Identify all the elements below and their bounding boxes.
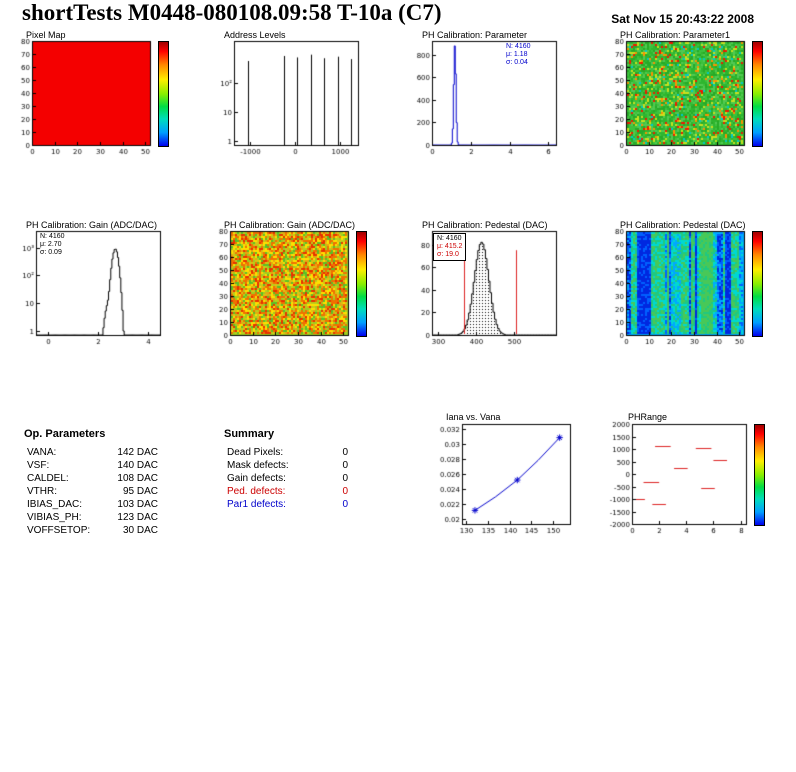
stat-line: μ: 415.2	[437, 243, 463, 250]
chart-title: PH Calibration: Pedestal (DAC)	[422, 220, 548, 230]
colorbar	[356, 231, 367, 337]
chart-title: Pixel Map	[26, 30, 66, 40]
stat-line: N: 4160	[506, 43, 531, 50]
ph-parameter-plot	[406, 28, 596, 168]
pad-gain-map: PH Calibration: Gain (ADC/DAC)	[208, 218, 398, 383]
op-parameter-label: VTHR:	[27, 486, 57, 497]
timestamp: Sat Nov 15 20:43:22 2008	[611, 12, 754, 26]
op-parameter-row: CALDEL: 108 DAC	[24, 472, 158, 485]
gain-map-plot	[208, 218, 398, 358]
summary-value: 0	[342, 486, 348, 497]
pixel-map-plot	[10, 28, 200, 168]
summary-label: Par1 defects:	[227, 499, 286, 510]
summary-block: Summary Dead Pixels: 0 Mask defects: 0 Gai…	[224, 428, 348, 511]
chart-title: PHRange	[628, 412, 668, 422]
op-parameter-row: VSF: 140 DAC	[24, 459, 158, 472]
pad-phrange: PHRange	[608, 410, 794, 545]
summary-label: Mask defects:	[227, 460, 289, 471]
op-parameter-value: 95 DAC	[122, 486, 158, 497]
pedestal-map-plot	[604, 218, 794, 358]
summary-row: Par1 defects: 0	[224, 498, 348, 511]
summary-value: 0	[342, 473, 348, 484]
colorbar	[752, 41, 763, 147]
colorbar	[752, 231, 763, 337]
pad-gain-hist: PH Calibration: Gain (ADC/DAC) N: 4160 μ…	[10, 218, 200, 383]
pad-ph-parameter1-map: PH Calibration: Parameter1	[604, 28, 794, 193]
op-parameter-row: IBIAS_DAC: 103 DAC	[24, 498, 158, 511]
stat-line: N: 4160	[40, 233, 65, 240]
op-parameter-value: 108 DAC	[117, 473, 158, 484]
chart-title: PH Calibration: Gain (ADC/DAC)	[224, 220, 356, 230]
stats-box: N: 4160 μ: 2.70 σ: 0.09	[40, 233, 65, 257]
op-parameter-label: VIBIAS_PH:	[27, 512, 82, 523]
ph-parameter1-map-plot	[604, 28, 794, 168]
stats-box: N: 4160 μ: 1.18 σ: 0.04	[506, 43, 531, 67]
stats-box: N: 4160 μ: 415.2 σ: 19.0	[433, 233, 467, 261]
colorbar	[158, 41, 169, 147]
gain-hist-plot	[10, 218, 200, 358]
op-parameters-block: Op. Parameters VANA: 142 DAC VSF: 140 DAC …	[24, 428, 158, 537]
op-parameter-value: 140 DAC	[117, 460, 158, 471]
stat-line: μ: 2.70	[40, 241, 62, 248]
summary-row: Dead Pixels: 0	[224, 446, 348, 459]
colorbar	[754, 424, 765, 526]
pad-address-levels: Address Levels	[208, 28, 398, 193]
summary-label: Ped. defects:	[227, 486, 286, 497]
iana-vs-vana-plot	[430, 410, 590, 542]
chart-title: PH Calibration: Pedestal (DAC)	[620, 220, 746, 230]
op-parameter-row: VANA: 142 DAC	[24, 446, 158, 459]
summary-row: Ped. defects: 0	[224, 485, 348, 498]
stat-line: N: 4160	[437, 235, 462, 242]
op-parameter-value: 123 DAC	[117, 512, 158, 523]
address-levels-plot	[208, 28, 398, 168]
stat-line: μ: 1.18	[506, 51, 528, 58]
chart-title: Address Levels	[224, 30, 286, 40]
summary-value: 0	[342, 499, 348, 510]
stat-line: σ: 19.0	[437, 251, 459, 258]
pad-pedestal-hist: PH Calibration: Pedestal (DAC) N: 4160 μ…	[406, 218, 596, 383]
op-parameter-value: 30 DAC	[122, 525, 158, 536]
summary-value: 0	[342, 447, 348, 458]
op-parameter-value: 142 DAC	[117, 447, 158, 458]
op-parameter-row: VTHR: 95 DAC	[24, 485, 158, 498]
op-parameter-row: VIBIAS_PH: 123 DAC	[24, 511, 158, 524]
page-title: shortTests M0448-080108.09:58 T-10a (C7)	[22, 0, 442, 25]
summary-value: 0	[342, 460, 348, 471]
stat-line: σ: 0.09	[40, 249, 62, 256]
op-parameter-label: VOFFSETOP:	[27, 525, 91, 536]
chart-title: PH Calibration: Gain (ADC/DAC)	[26, 220, 158, 230]
chart-title: PH Calibration: Parameter	[422, 30, 528, 40]
chart-title: Iana vs. Vana	[446, 412, 501, 422]
op-parameter-label: VSF:	[27, 460, 50, 471]
pad-pedestal-map: PH Calibration: Pedestal (DAC)	[604, 218, 794, 383]
summary-row: Mask defects: 0	[224, 459, 348, 472]
op-parameters-title: Op. Parameters	[24, 428, 106, 440]
pad-pixel-map: Pixel Map	[10, 28, 200, 193]
op-parameter-row: VOFFSETOP: 30 DAC	[24, 524, 158, 537]
phrange-plot	[608, 410, 794, 542]
pad-ph-parameter: PH Calibration: Parameter N: 4160 μ: 1.1…	[406, 28, 596, 193]
op-parameter-label: CALDEL:	[27, 473, 69, 484]
op-parameter-label: VANA:	[27, 447, 57, 458]
pad-iana-vs-vana: Iana vs. Vana	[430, 410, 590, 545]
chart-title: PH Calibration: Parameter1	[620, 30, 731, 40]
op-parameter-label: IBIAS_DAC:	[27, 499, 83, 510]
summary-row: Gain defects: 0	[224, 472, 348, 485]
summary-label: Gain defects:	[227, 473, 286, 484]
summary-label: Dead Pixels:	[227, 447, 284, 458]
summary-title: Summary	[224, 428, 275, 440]
op-parameter-value: 103 DAC	[117, 499, 158, 510]
stat-line: σ: 0.04	[506, 59, 528, 66]
